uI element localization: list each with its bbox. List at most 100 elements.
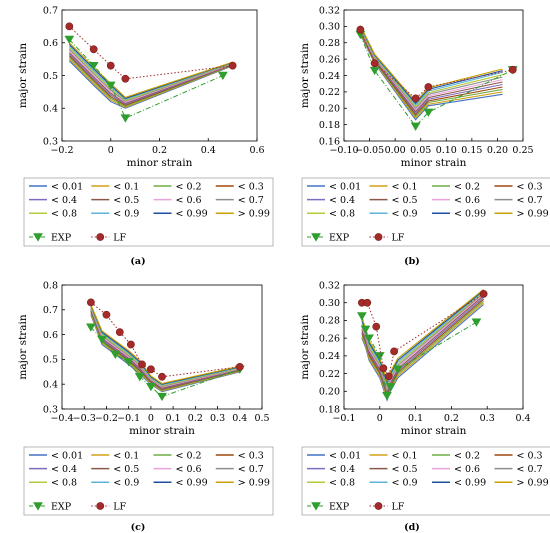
legend-label: < 0.7: [238, 195, 264, 206]
series-line: [90, 313, 240, 392]
x-tick-label: 0.05: [410, 145, 431, 156]
exp-point: [97, 335, 107, 345]
legend-item: < 0.3: [494, 181, 543, 192]
legend-label: < 0.5: [113, 464, 139, 475]
legend-label: < 0.7: [238, 464, 264, 475]
exp-point: [146, 382, 156, 392]
legend-label: > 0.99: [238, 478, 270, 489]
legend-item: < 0.4: [307, 464, 355, 475]
legend-label: < 0.01: [51, 450, 83, 461]
legend-label: LF: [113, 501, 126, 512]
y-tick-label: 0.18: [319, 120, 340, 131]
x-tick-label: −0.1: [332, 413, 355, 424]
legend-label: > 0.99: [517, 478, 549, 489]
legend-item: LF: [369, 232, 405, 243]
lf-point: [411, 94, 420, 103]
x-tick-label: 0.4: [201, 145, 216, 156]
exp-point: [64, 35, 75, 45]
y-tick-label: 0.24: [319, 351, 340, 362]
legend-item: < 0.2: [432, 450, 480, 461]
x-tick-label: 0.3: [480, 413, 495, 424]
x-tick-label: −0.3: [73, 413, 96, 424]
y-tick-label: 0.22: [319, 87, 340, 98]
panel-a: −0.2 0 0.2 0.4 0.6 0.3 0.4 0.5 0.6 0.7 minor strai…: [17, 5, 274, 267]
legend-item: < 0.7: [215, 464, 264, 475]
series-line: [68, 53, 233, 105]
y-tick-label: 0.16: [319, 136, 340, 147]
legend-item: < 0.5: [91, 195, 139, 206]
legend-item: < 0.4: [29, 464, 77, 475]
legend-item: < 0.4: [29, 195, 77, 206]
legend-item: > 0.99: [494, 209, 549, 220]
x-axis-label: minor strain: [401, 425, 467, 437]
lf-point: [146, 365, 155, 374]
x-tick-label: 0.4: [515, 413, 530, 424]
series-line: [90, 305, 240, 385]
legend-label: EXP: [329, 232, 350, 243]
lf-point: [106, 61, 115, 70]
legend-item: < 0.6: [432, 464, 480, 475]
legend-label: < 0.5: [113, 195, 139, 206]
legend-lf-marker: [96, 502, 105, 510]
series-line: [68, 50, 233, 104]
y-tick-label: 0.8: [43, 280, 58, 291]
legend-item: < 0.6: [153, 195, 202, 206]
exp-point: [410, 122, 421, 131]
panel-c: −0.4 −0.3 −0.2 −0.1 0 0.1 0.2 0.3 0.4 0.5 0.3 0.4 0.…: [17, 280, 274, 533]
y-axis-label: major strain: [299, 43, 311, 108]
panel-label: (a): [130, 256, 145, 267]
y-tick-label: 0.28: [319, 38, 340, 49]
legend-item: < 0.9: [369, 478, 418, 489]
y-axis-label: major strain: [17, 314, 29, 379]
series-line: [68, 58, 233, 108]
legend-lf-marker: [374, 233, 383, 241]
exp-point: [471, 318, 482, 327]
legend-item: < 0.2: [153, 450, 202, 461]
lf-point: [115, 328, 124, 337]
y-tick-label: 0.20: [319, 387, 340, 398]
legend-item: > 0.99: [494, 478, 549, 489]
legend-item: < 0.3: [494, 450, 543, 461]
legend-item: EXP: [307, 232, 350, 243]
exp-point: [382, 392, 392, 401]
legend-frame: [301, 177, 550, 247]
legend-item: < 0.7: [215, 195, 264, 206]
y-tick-label: 0.5: [43, 71, 58, 82]
legend-label: < 0.7: [517, 464, 543, 475]
x-axis-label: minor strain: [129, 425, 195, 437]
lf-point: [508, 65, 517, 74]
y-tick-label: 0.32: [319, 5, 340, 16]
lf-point: [390, 347, 399, 356]
plot-frame: [343, 9, 524, 142]
lf-point: [86, 298, 95, 307]
panel-d: −0.1 0 0.1 0.2 0.3 0.4 0.18 0.20 0.22 0.24 0.26 0.2…: [299, 280, 550, 533]
x-tick-label: 0.2: [152, 145, 167, 156]
legend-label: < 0.8: [51, 209, 77, 220]
x-tick-label: 0.1: [408, 413, 423, 424]
exp-point: [157, 392, 167, 402]
legend-label: < 0.6: [454, 464, 480, 475]
legend-exp-marker: [311, 502, 321, 511]
legend-label: < 0.9: [392, 209, 418, 220]
series-line: [68, 55, 233, 106]
lf-point: [372, 322, 381, 331]
legend-item: < 0.01: [307, 181, 361, 192]
legend-item: < 0.01: [29, 181, 83, 192]
legend-item: < 0.2: [432, 181, 480, 192]
lf-point: [479, 289, 488, 298]
x-tick-label: −0.1: [117, 413, 140, 424]
x-axis-label: minor strain: [127, 157, 193, 169]
legend-label: < 0.2: [454, 181, 480, 192]
y-axis-label: major strain: [299, 314, 311, 379]
exp-point: [134, 373, 145, 382]
exp-point: [392, 365, 403, 374]
x-tick-label: 0.00: [385, 145, 406, 156]
panel-label: (b): [404, 256, 420, 267]
y-tick-label: 0.7: [43, 5, 58, 16]
x-tick-label: 0.2: [188, 413, 203, 424]
legend-item: < 0.6: [432, 195, 480, 206]
legend-lf-marker: [96, 233, 105, 241]
y-tick-label: 0.22: [319, 369, 340, 380]
legend-item: < 0.9: [91, 209, 139, 220]
exp-point: [110, 350, 121, 360]
